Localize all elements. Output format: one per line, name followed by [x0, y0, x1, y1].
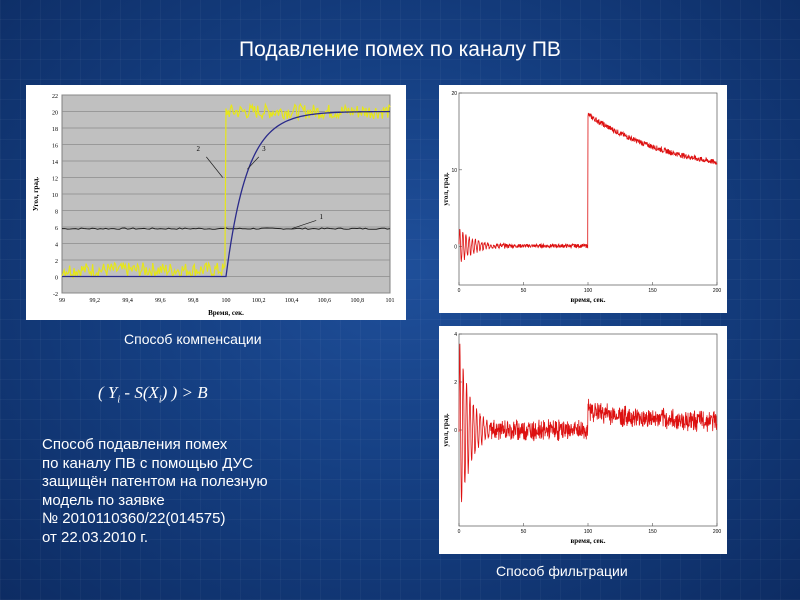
x-tick-label: 100,4	[285, 298, 299, 304]
caption-compensation: Способ компенсации	[124, 331, 262, 347]
y-tick-label: 20	[52, 111, 58, 117]
formula-mid: - S(X	[120, 383, 159, 402]
annotation-label: 2	[196, 145, 200, 153]
y-tick-label: 0	[454, 245, 457, 251]
x-tick-label: 100,6	[318, 298, 332, 304]
patent-line: от 22.03.2010 г.	[42, 528, 149, 546]
y-tick-label: 10	[52, 193, 58, 199]
x-tick-label: 99,4	[122, 298, 133, 304]
annotation-leader	[291, 220, 317, 229]
x-tick-label: 100,2	[252, 298, 265, 304]
x-tick-label: 99,2	[90, 298, 101, 304]
patent-line: модель по заявке	[42, 491, 165, 509]
x-tick-label: 99,8	[188, 298, 199, 304]
y-tick-label: 4	[454, 332, 457, 338]
step-response-chart-svg: 0 50 100 150 200 0 10 20 время, сек. угол, град.	[442, 91, 722, 304]
y-axis-label: угол, град.	[442, 172, 450, 205]
y-axis-label: Угол, град.	[32, 177, 40, 212]
patent-line: № 2010110360/22(014575)	[42, 510, 226, 527]
x-tick-label: 100	[584, 288, 593, 294]
y-tick-label: 2	[454, 380, 457, 386]
y-tick-label: 14	[52, 160, 58, 166]
x-axis-label: время, сек.	[571, 537, 606, 545]
x-tick-label: 50	[521, 529, 527, 535]
y-tick-label: 12	[52, 177, 58, 183]
x-tick-label: 0	[458, 288, 461, 294]
series-1-line	[61, 227, 391, 230]
signal-line	[458, 112, 718, 262]
y-tick-label: 8	[55, 210, 58, 216]
series-2-line	[61, 102, 391, 280]
y-tick-label: 2	[55, 259, 58, 265]
y-tick-label: 6	[55, 226, 58, 232]
x-tick-label: 100	[584, 529, 593, 535]
x-axis-label: Время, сек.	[208, 309, 244, 317]
x-tick-label: 99	[59, 298, 65, 304]
x-tick-label: 150	[648, 288, 657, 294]
y-axis-label: угол, град.	[442, 413, 450, 446]
x-tick-label: 200	[713, 288, 722, 294]
patent-text: Способ подавления помех по каналу ПВ с п…	[42, 436, 268, 547]
annotation-label: 1	[319, 213, 323, 221]
y-tick-label: 4	[55, 243, 58, 249]
formula-open: ( Y	[98, 383, 118, 402]
x-tick-label: 100,8	[350, 298, 364, 304]
patent-line: защищён патентом на полезную	[42, 473, 268, 490]
x-axis-label: время, сек.	[571, 296, 606, 304]
x-tick-label: 101	[386, 298, 395, 304]
slide-title: Подавление помех по каналу ПВ	[239, 38, 561, 61]
x-tick-label: 99,6	[155, 298, 166, 304]
y-tick-label: 16	[52, 144, 58, 150]
annotation-leader	[247, 156, 260, 170]
annotation-label: 3	[262, 145, 266, 153]
patent-line: Способ подавления помех	[42, 436, 228, 453]
formula-close: ) ) > B	[161, 383, 208, 402]
formula: ( Yi - S(Xi) ) > B	[98, 383, 208, 405]
x-tick-label: 0	[458, 529, 461, 535]
filtration-chart: 0 50 100 150 200 0 2 4 время, сек. угол, град.	[439, 326, 727, 554]
y-tick-label: 20	[451, 91, 457, 97]
annotation-leader	[206, 156, 223, 178]
formula-sub-2: i	[158, 394, 162, 406]
y-tick-label: 22	[52, 94, 58, 100]
y-tick-label: 0	[55, 276, 58, 282]
step-response-chart: 0 50 100 150 200 0 10 20 время, сек. угол, град.	[439, 85, 727, 313]
y-tick-label: -2	[53, 292, 58, 298]
signal-line	[458, 343, 718, 503]
x-tick-label: 100	[222, 298, 231, 304]
y-tick-label: 10	[451, 168, 457, 174]
x-tick-label: 50	[521, 288, 527, 294]
patent-line: по каналу ПВ с помощью ДУС	[42, 454, 253, 472]
x-tick-label: 200	[713, 529, 722, 535]
compensation-chart: -2 0 2 4 6 8 10 12 14 16 18 20 22 99 99,2 99,4 99,6 99,8 1…	[26, 85, 406, 320]
filtration-chart-svg: 0 50 100 150 200 0 2 4 время, сек. угол, град.	[442, 332, 722, 545]
series-3-line	[62, 110, 391, 278]
y-tick-label: 18	[52, 127, 58, 133]
caption-filtration: Способ фильтрации	[496, 563, 628, 579]
x-tick-label: 150	[648, 529, 657, 535]
y-tick-label: 0	[454, 428, 457, 434]
formula-sub-1: i	[117, 394, 121, 406]
